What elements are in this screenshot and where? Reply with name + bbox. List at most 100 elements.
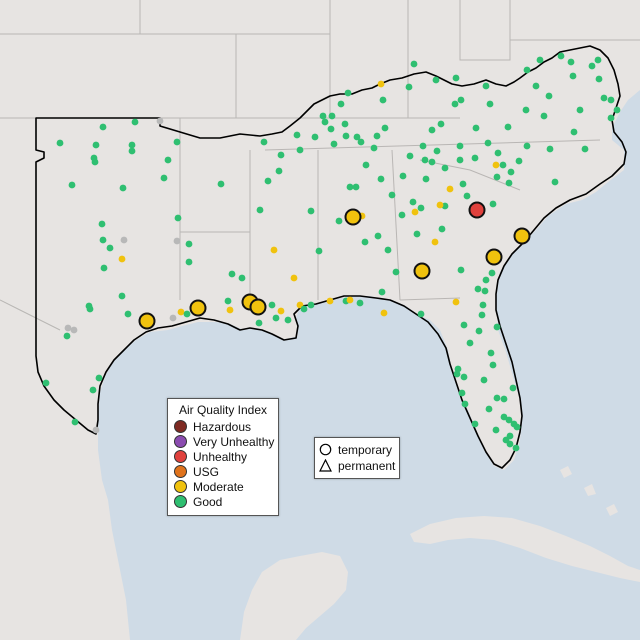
- monitoring-site-marker[interactable]: [613, 106, 621, 114]
- monitoring-site-marker[interactable]: [381, 124, 389, 132]
- monitoring-site-marker[interactable]: [92, 426, 100, 434]
- monitoring-site-marker[interactable]: [489, 361, 497, 369]
- monitoring-site-marker[interactable]: [217, 180, 225, 188]
- monitoring-site-marker[interactable]: [335, 217, 343, 225]
- monitoring-site-marker[interactable]: [594, 56, 602, 64]
- monitoring-site-marker[interactable]: [487, 349, 495, 357]
- monitoring-site-marker[interactable]: [588, 62, 596, 70]
- monitoring-site-marker[interactable]: [422, 175, 430, 183]
- monitoring-site-marker[interactable]: [290, 274, 298, 282]
- monitoring-site-marker[interactable]: [436, 201, 444, 209]
- monitoring-site-marker[interactable]: [488, 269, 496, 277]
- monitoring-site-marker[interactable]: [98, 220, 106, 228]
- monitoring-site-marker[interactable]: [156, 117, 164, 125]
- monitoring-site-marker[interactable]: [551, 178, 559, 186]
- monitoring-site-marker[interactable]: [268, 301, 276, 309]
- monitoring-site-marker[interactable]: [505, 416, 513, 424]
- monitoring-site-marker[interactable]: [461, 400, 469, 408]
- monitoring-site-marker[interactable]: [419, 142, 427, 150]
- monitoring-site-marker[interactable]: [321, 118, 329, 126]
- monitoring-site-marker[interactable]: [479, 301, 487, 309]
- monitoring-site-marker[interactable]: [466, 339, 474, 347]
- monitoring-site-marker[interactable]: [441, 164, 449, 172]
- monitoring-site-marker[interactable]: [456, 142, 464, 150]
- monitoring-site-marker[interactable]: [228, 270, 236, 278]
- monitoring-site-marker[interactable]: [373, 132, 381, 140]
- monitoring-site-marker[interactable]: [607, 96, 615, 104]
- monitoring-site-marker[interactable]: [567, 58, 575, 66]
- monitoring-site-marker[interactable]: [370, 144, 378, 152]
- monitoring-site-marker[interactable]: [118, 292, 126, 300]
- monitoring-site-marker[interactable]: [481, 287, 489, 295]
- monitoring-site-marker[interactable]: [344, 89, 352, 97]
- monitoring-site-marker[interactable]: [428, 158, 436, 166]
- monitoring-site-marker[interactable]: [460, 321, 468, 329]
- monitoring-site-marker[interactable]: [99, 236, 107, 244]
- monitoring-site-marker[interactable]: [185, 258, 193, 266]
- monitoring-site-marker[interactable]: [56, 139, 64, 147]
- monitoring-site-marker[interactable]: [64, 324, 72, 332]
- monitoring-site-marker[interactable]: [405, 83, 413, 91]
- monitoring-site-marker[interactable]: [260, 138, 268, 146]
- monitoring-site-marker[interactable]: [410, 60, 418, 68]
- monitoring-site-marker[interactable]: [173, 237, 181, 245]
- monitoring-site-marker[interactable]: [546, 145, 554, 153]
- monitoring-site-marker[interactable]: [160, 174, 168, 182]
- monitoring-site-marker[interactable]: [337, 100, 345, 108]
- monitoring-site-marker[interactable]: [486, 100, 494, 108]
- monitoring-site-marker[interactable]: [307, 207, 315, 215]
- monitoring-site-marker[interactable]: [500, 413, 508, 421]
- monitoring-site-marker[interactable]: [411, 208, 419, 216]
- monitoring-site-marker[interactable]: [458, 389, 466, 397]
- monitoring-site-marker[interactable]: [406, 152, 414, 160]
- monitoring-site-marker[interactable]: [106, 244, 114, 252]
- monitoring-site-marker[interactable]: [361, 238, 369, 246]
- monitoring-site-marker[interactable]: [457, 266, 465, 274]
- monitoring-site-marker[interactable]: [453, 370, 461, 378]
- monitoring-site-marker[interactable]: [522, 106, 530, 114]
- monitoring-site-marker[interactable]: [100, 264, 108, 272]
- monitoring-site-marker[interactable]: [272, 314, 280, 322]
- monitoring-site-marker[interactable]: [494, 149, 502, 157]
- monitoring-site-marker[interactable]: [513, 423, 521, 431]
- monitoring-site-marker[interactable]: [545, 92, 553, 100]
- monitoring-site-marker[interactable]: [311, 133, 319, 141]
- monitoring-site-marker[interactable]: [238, 274, 246, 282]
- monitoring-site-marker[interactable]: [493, 323, 501, 331]
- monitoring-site-marker[interactable]: [452, 298, 460, 306]
- monitoring-site-marker[interactable]: [489, 200, 497, 208]
- monitoring-site-marker[interactable]: [377, 175, 385, 183]
- monitoring-site-marker[interactable]: [432, 76, 440, 84]
- monitoring-site-marker[interactable]: [128, 147, 136, 155]
- monitoring-site-marker[interactable]: [346, 183, 354, 191]
- monitoring-site-marker[interactable]: [595, 75, 603, 83]
- monitoring-site-marker[interactable]: [475, 327, 483, 335]
- monitoring-site-marker-large[interactable]: [468, 201, 486, 219]
- monitoring-site-marker[interactable]: [504, 123, 512, 131]
- monitoring-site-marker[interactable]: [226, 306, 234, 314]
- monitoring-site-marker[interactable]: [492, 426, 500, 434]
- monitoring-site-marker[interactable]: [315, 247, 323, 255]
- monitoring-site-marker[interactable]: [431, 238, 439, 246]
- monitoring-site-marker[interactable]: [417, 310, 425, 318]
- monitoring-site-marker[interactable]: [523, 66, 531, 74]
- monitoring-site-marker[interactable]: [384, 246, 392, 254]
- monitoring-site-marker-large[interactable]: [513, 227, 531, 245]
- monitoring-site-marker[interactable]: [493, 173, 501, 181]
- monitoring-site-marker[interactable]: [523, 142, 531, 150]
- monitoring-site-marker[interactable]: [576, 106, 584, 114]
- monitoring-site-marker[interactable]: [264, 177, 272, 185]
- monitoring-site-marker[interactable]: [293, 131, 301, 139]
- monitoring-site-marker[interactable]: [438, 225, 446, 233]
- monitoring-site-marker[interactable]: [224, 297, 232, 305]
- monitoring-site-marker[interactable]: [275, 167, 283, 175]
- monitoring-site-marker[interactable]: [480, 376, 488, 384]
- monitoring-site-marker[interactable]: [413, 230, 421, 238]
- monitoring-site-marker[interactable]: [428, 126, 436, 134]
- monitoring-site-marker[interactable]: [346, 296, 354, 304]
- monitoring-site-marker[interactable]: [169, 314, 177, 322]
- monitoring-site-marker[interactable]: [353, 133, 361, 141]
- monitoring-site-marker[interactable]: [581, 145, 589, 153]
- monitoring-site-marker[interactable]: [277, 307, 285, 315]
